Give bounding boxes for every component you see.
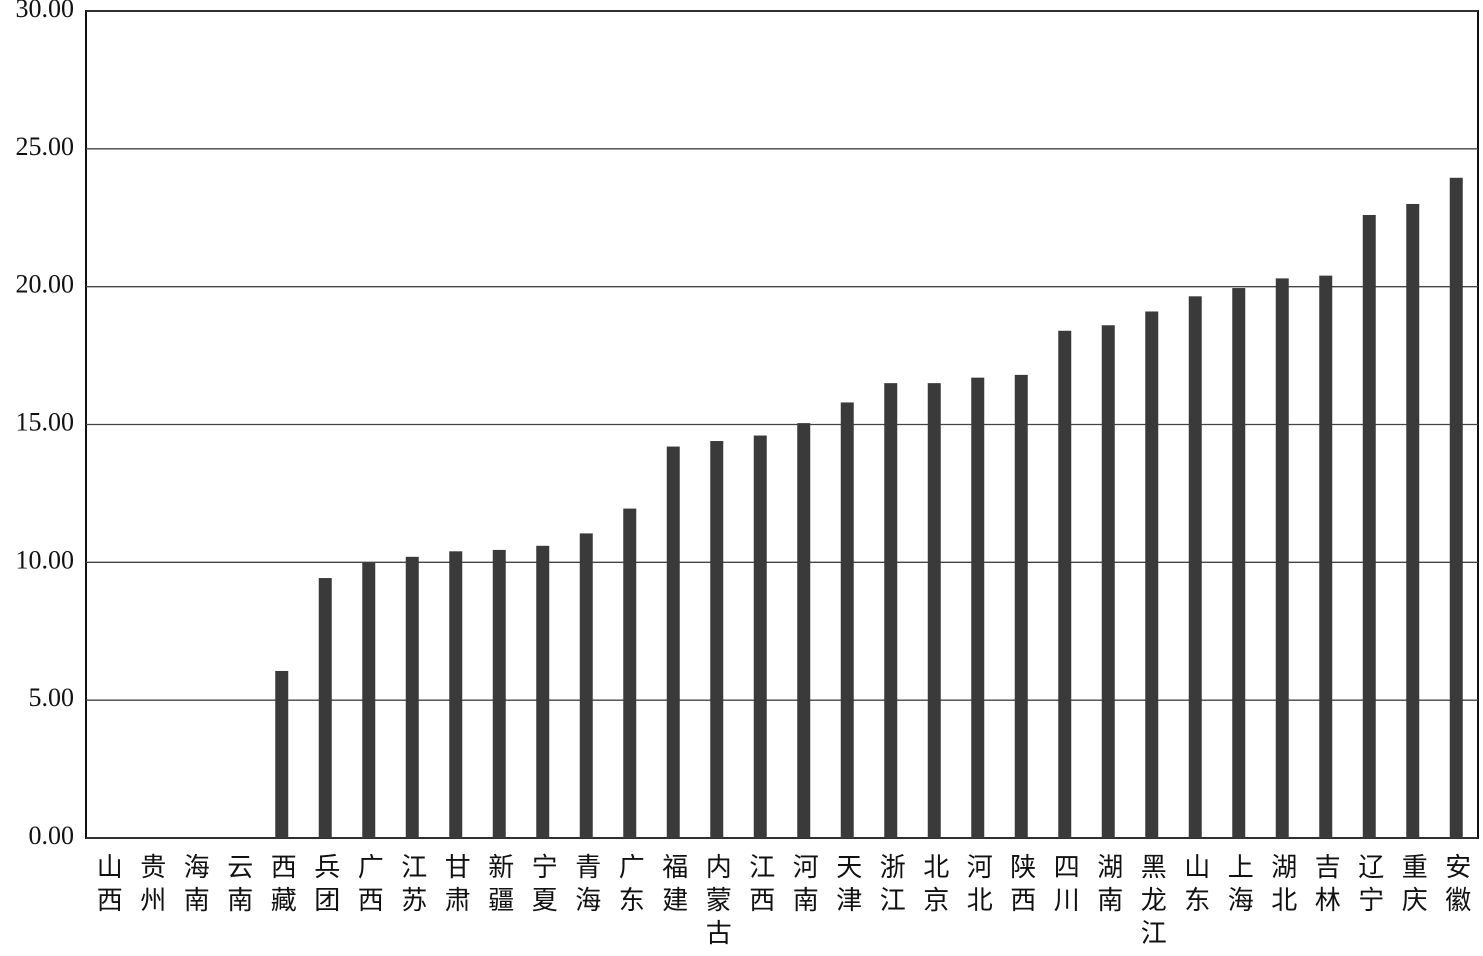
x-tick-label: 河南 — [789, 853, 818, 919]
x-tick-label: 江西 — [746, 853, 775, 919]
y-tick-label: 10.00 — [16, 545, 75, 574]
x-tick-label: 云南 — [224, 853, 253, 919]
x-tick-label: 安徽 — [1442, 853, 1471, 919]
x-tick-label: 新疆 — [485, 853, 514, 919]
bar — [797, 423, 811, 838]
bar — [840, 402, 854, 838]
bar — [884, 383, 898, 838]
x-tick-label: 西藏 — [267, 853, 296, 919]
bar — [1319, 275, 1333, 838]
bar — [579, 533, 593, 838]
x-tick-label: 四川 — [1050, 853, 1079, 919]
x-tick-label: 内蒙古 — [702, 853, 731, 951]
x-tick-label: 吉林 — [1311, 853, 1340, 919]
x-tick-label: 海南 — [180, 853, 209, 919]
bar — [318, 578, 332, 838]
x-tick-label: 江苏 — [398, 853, 427, 919]
y-tick-label: 20.00 — [16, 270, 75, 299]
y-tick-label: 25.00 — [16, 132, 75, 161]
x-tick-label: 陕西 — [1007, 853, 1036, 919]
bar — [1188, 296, 1202, 838]
x-tick-label: 河北 — [963, 853, 992, 919]
x-tick-label: 北京 — [920, 853, 949, 919]
bar — [1362, 214, 1376, 838]
bar — [971, 377, 985, 838]
x-tick-label: 黑龙江 — [1137, 853, 1166, 951]
bar — [666, 446, 680, 838]
x-tick-label: 广东 — [615, 853, 644, 919]
bar — [492, 549, 506, 838]
bar — [1406, 203, 1420, 838]
bar — [362, 562, 376, 838]
bar — [1232, 288, 1246, 838]
bar — [449, 551, 463, 838]
bar — [1014, 374, 1028, 838]
bar — [1058, 330, 1072, 838]
y-tick-label: 0.00 — [29, 821, 75, 850]
x-tick-label: 兵团 — [311, 853, 340, 919]
bar — [623, 508, 637, 838]
bar — [1275, 278, 1289, 838]
bar — [405, 556, 419, 838]
x-tick-label: 甘肃 — [441, 853, 470, 919]
y-tick-label: 5.00 — [29, 683, 75, 712]
x-tick-label: 山东 — [1181, 853, 1210, 919]
x-tick-label: 重庆 — [1398, 853, 1427, 919]
x-tick-label: 湖南 — [1094, 853, 1123, 919]
y-tick-label: 15.00 — [16, 407, 75, 436]
x-tick-label: 青海 — [572, 853, 601, 919]
x-tick-label: 辽宁 — [1355, 853, 1384, 919]
bar — [536, 545, 550, 838]
x-tick-label: 上海 — [1224, 853, 1253, 919]
bar — [1101, 325, 1115, 838]
x-tick-label: 福建 — [659, 853, 688, 919]
x-tick-label: 贵州 — [137, 853, 166, 919]
x-tick-label: 宁夏 — [528, 853, 557, 919]
x-tick-label: 天津 — [833, 853, 862, 919]
bar — [927, 383, 941, 838]
bar — [1145, 311, 1159, 838]
x-tick-label: 广西 — [354, 853, 383, 919]
bar — [275, 670, 289, 838]
bar — [710, 441, 724, 838]
bar — [753, 435, 767, 838]
x-tick-label: 湖北 — [1268, 853, 1297, 919]
x-tick-label: 山西 — [93, 853, 122, 919]
x-tick-label: 浙江 — [876, 853, 905, 919]
bar — [1449, 177, 1463, 839]
y-tick-label: 30.00 — [16, 0, 75, 23]
